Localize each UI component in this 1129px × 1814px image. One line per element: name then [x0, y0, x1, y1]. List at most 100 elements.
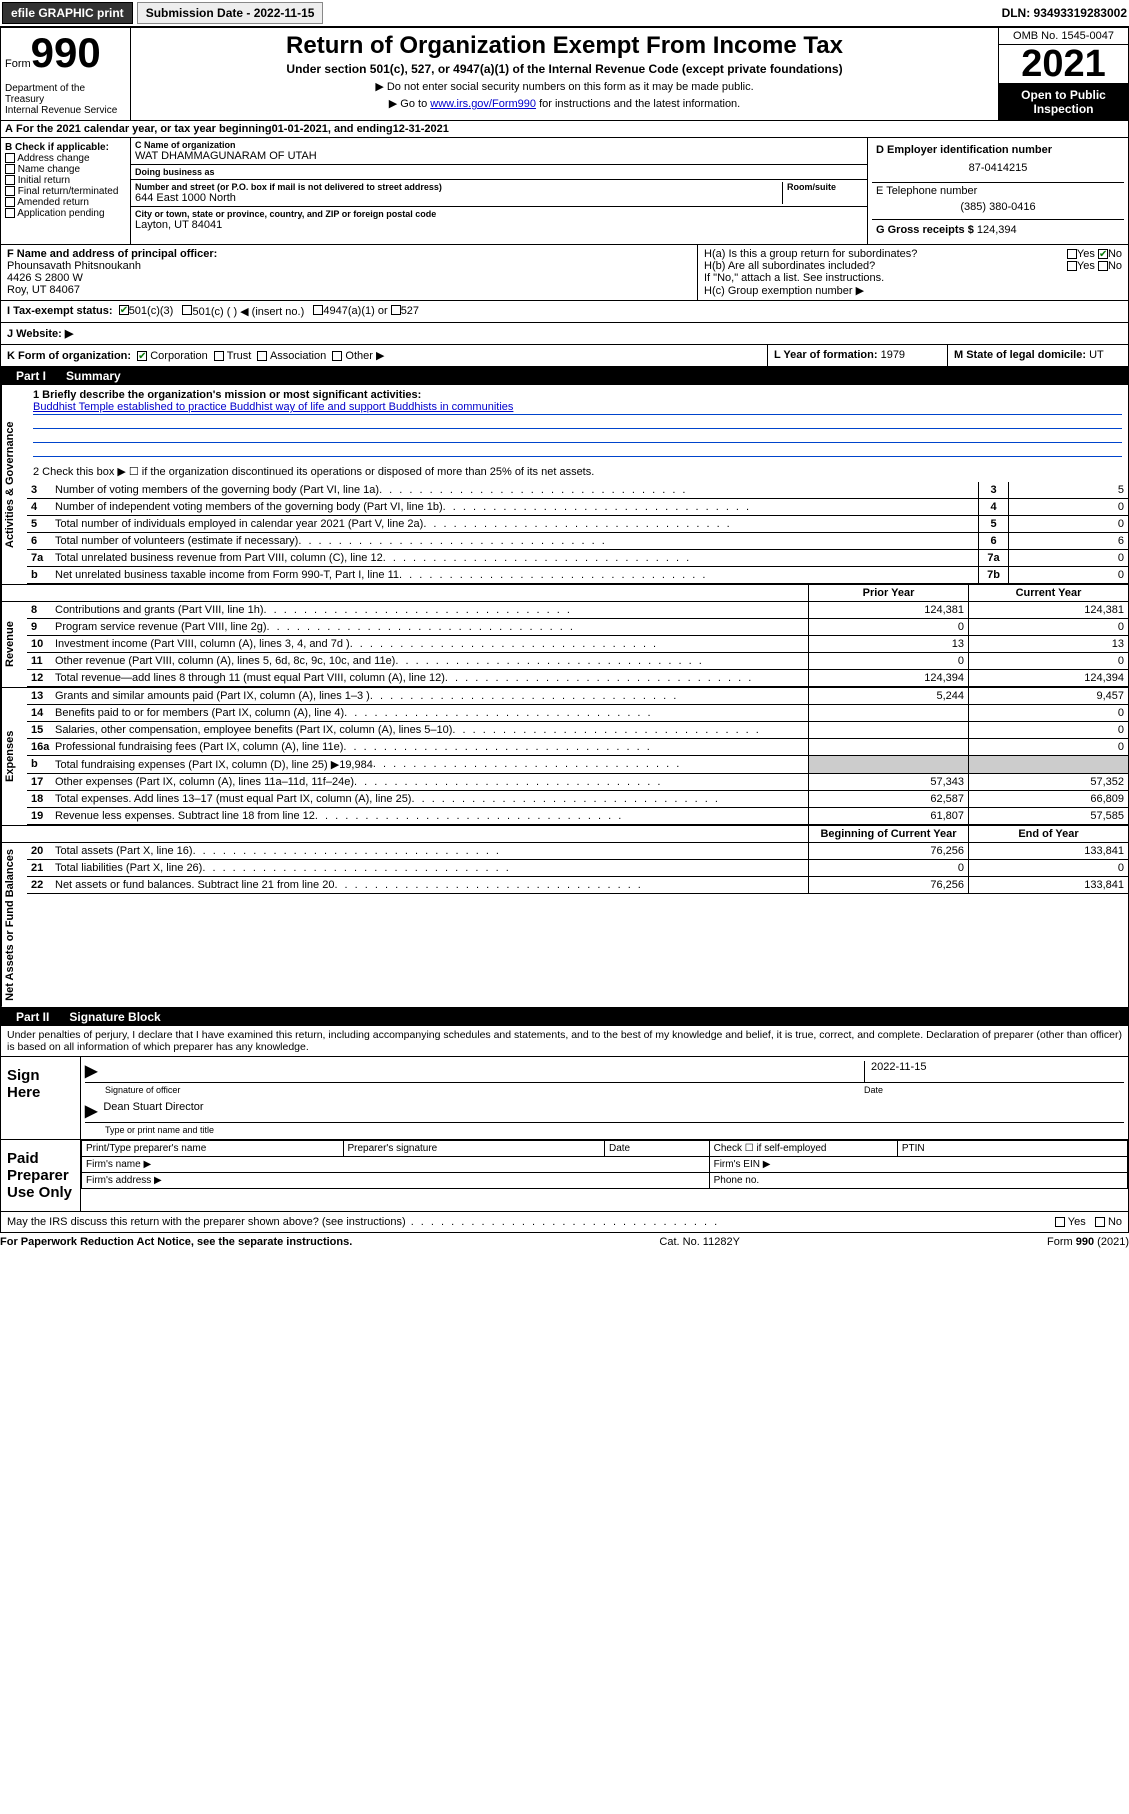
cat-no: Cat. No. 11282Y	[659, 1236, 740, 1248]
chk-trust[interactable]	[214, 351, 224, 361]
line-box: 7b	[978, 567, 1008, 583]
line-num: b	[27, 756, 51, 773]
discuss-yes[interactable]	[1055, 1217, 1065, 1227]
line-num: 6	[27, 533, 51, 549]
current-val: 124,381	[968, 602, 1128, 618]
phone: (385) 380-0416	[876, 197, 1120, 217]
hb-no[interactable]	[1098, 261, 1108, 271]
declaration: Under penalties of perjury, I declare th…	[0, 1026, 1129, 1057]
firm-phone: Phone no.	[709, 1172, 1127, 1188]
street-label: Number and street (or P.O. box if mail i…	[135, 182, 778, 192]
b-pending: Application pending	[17, 208, 104, 219]
table-row: 11 Other revenue (Part VIII, column (A),…	[27, 653, 1128, 670]
prep-sig-hdr: Preparer's signature	[343, 1140, 605, 1156]
tax-year: 2021	[999, 45, 1128, 84]
prep-date-hdr: Date	[605, 1140, 710, 1156]
gross-label: G Gross receipts $	[876, 224, 974, 236]
chk-final[interactable]	[5, 186, 15, 196]
org-name: WAT DHAMMAGUNARAM OF UTAH	[135, 150, 863, 162]
ha-no[interactable]	[1098, 249, 1108, 259]
line-num: b	[27, 567, 51, 583]
col-begin: Beginning of Current Year	[808, 826, 968, 842]
line-desc: Total fundraising expenses (Part IX, col…	[51, 756, 808, 773]
k-trust: Trust	[227, 350, 252, 362]
efile-btn[interactable]: efile GRAPHIC print	[2, 2, 133, 24]
hb-yes[interactable]	[1067, 261, 1077, 271]
current-val: 0	[968, 619, 1128, 635]
section-f: F Name and address of principal officer:…	[1, 245, 698, 300]
line-desc: Salaries, other compensation, employee b…	[51, 722, 808, 738]
chk-name[interactable]	[5, 164, 15, 174]
sig-date-label: Date	[864, 1085, 1124, 1095]
k-other: Other ▶	[345, 350, 384, 362]
chk-other[interactable]	[332, 351, 342, 361]
ha-yes-lbl: Yes	[1077, 248, 1095, 260]
revenue-header-row: Prior Year Current Year	[0, 585, 1129, 602]
line-val: 0	[1008, 550, 1128, 566]
table-row: 22 Net assets or fund balances. Subtract…	[27, 877, 1128, 894]
sig-officer-label: Signature of officer	[85, 1085, 864, 1095]
prior-val: 76,256	[808, 877, 968, 893]
i-501c: 501(c) ( ) ◀ (insert no.)	[192, 305, 304, 318]
form990-link[interactable]: www.irs.gov/Form990	[430, 98, 536, 110]
arrow-icon: ▶	[85, 1101, 97, 1122]
table-row: 15 Salaries, other compensation, employe…	[27, 722, 1128, 739]
line-desc: Total number of volunteers (estimate if …	[51, 533, 978, 549]
table-row: Firm's address ▶ Phone no.	[82, 1172, 1128, 1188]
chk-501c[interactable]	[182, 305, 192, 315]
prior-val	[808, 739, 968, 755]
chk-assoc[interactable]	[257, 351, 267, 361]
prior-val: 0	[808, 619, 968, 635]
ssn-note: ▶ Do not enter social security numbers o…	[135, 80, 994, 93]
submission-btn[interactable]: Submission Date - 2022-11-15	[137, 2, 324, 24]
line-num: 19	[27, 808, 51, 824]
prior-val	[808, 705, 968, 721]
inspection: Open to Public Inspection	[999, 84, 1128, 120]
table-row: 9 Program service revenue (Part VIII, li…	[27, 619, 1128, 636]
ha-yes[interactable]	[1067, 249, 1077, 259]
irs: Internal Revenue Service	[5, 105, 126, 116]
chk-pending[interactable]	[5, 208, 15, 218]
hb-yes-lbl: Yes	[1077, 260, 1095, 272]
col-end: End of Year	[968, 826, 1128, 842]
current-val: 9,457	[968, 688, 1128, 704]
dept: Department of the Treasury	[5, 83, 126, 105]
sig-date-val: 2022-11-15	[864, 1061, 1124, 1082]
paid-preparer: Paid Preparer Use Only Print/Type prepar…	[0, 1140, 1129, 1212]
i-501c3: 501(c)(3)	[129, 305, 174, 318]
table-row: b Total fundraising expenses (Part IX, c…	[27, 756, 1128, 774]
netassets-header-row: Beginning of Current Year End of Year	[0, 826, 1129, 843]
line-desc: Total number of individuals employed in …	[51, 516, 978, 532]
line-desc: Number of voting members of the governin…	[51, 482, 978, 498]
form-title: Return of Organization Exempt From Incom…	[135, 32, 994, 60]
paid-label: Paid Preparer Use Only	[1, 1140, 81, 1211]
chk-initial[interactable]	[5, 175, 15, 185]
l-label: L Year of formation:	[774, 349, 878, 361]
chk-4947[interactable]	[313, 305, 323, 315]
line-desc: Other expenses (Part IX, column (A), lin…	[51, 774, 808, 790]
c-name-label: C Name of organization	[135, 140, 863, 150]
line-desc: Contributions and grants (Part VIII, lin…	[51, 602, 808, 618]
mission-link[interactable]: Buddhist Temple established to practice …	[33, 401, 513, 413]
section-b: B Check if applicable: Address change Na…	[1, 138, 131, 244]
chk-527[interactable]	[391, 305, 401, 315]
chk-amended[interactable]	[5, 197, 15, 207]
table-row: 10 Investment income (Part VIII, column …	[27, 636, 1128, 653]
col-current: Current Year	[968, 585, 1128, 601]
line-box: 4	[978, 499, 1008, 515]
line-box: 6	[978, 533, 1008, 549]
table-row: 20 Total assets (Part X, line 16) 76,256…	[27, 843, 1128, 860]
line-desc: Investment income (Part VIII, column (A)…	[51, 636, 808, 652]
chk-corp[interactable]	[137, 351, 147, 361]
part1-header: Part I Summary	[0, 367, 1129, 385]
vert-expenses: Expenses	[1, 688, 27, 825]
chk-501c3[interactable]	[119, 305, 129, 315]
chk-address[interactable]	[5, 153, 15, 163]
current-val: 13	[968, 636, 1128, 652]
discuss-no[interactable]	[1095, 1217, 1105, 1227]
table-row: 16a Professional fundraising fees (Part …	[27, 739, 1128, 756]
form-header: Form990 Department of the Treasury Inter…	[0, 27, 1129, 121]
discuss-yes-lbl: Yes	[1068, 1216, 1086, 1228]
prior-val: 0	[808, 653, 968, 669]
line-num: 8	[27, 602, 51, 618]
